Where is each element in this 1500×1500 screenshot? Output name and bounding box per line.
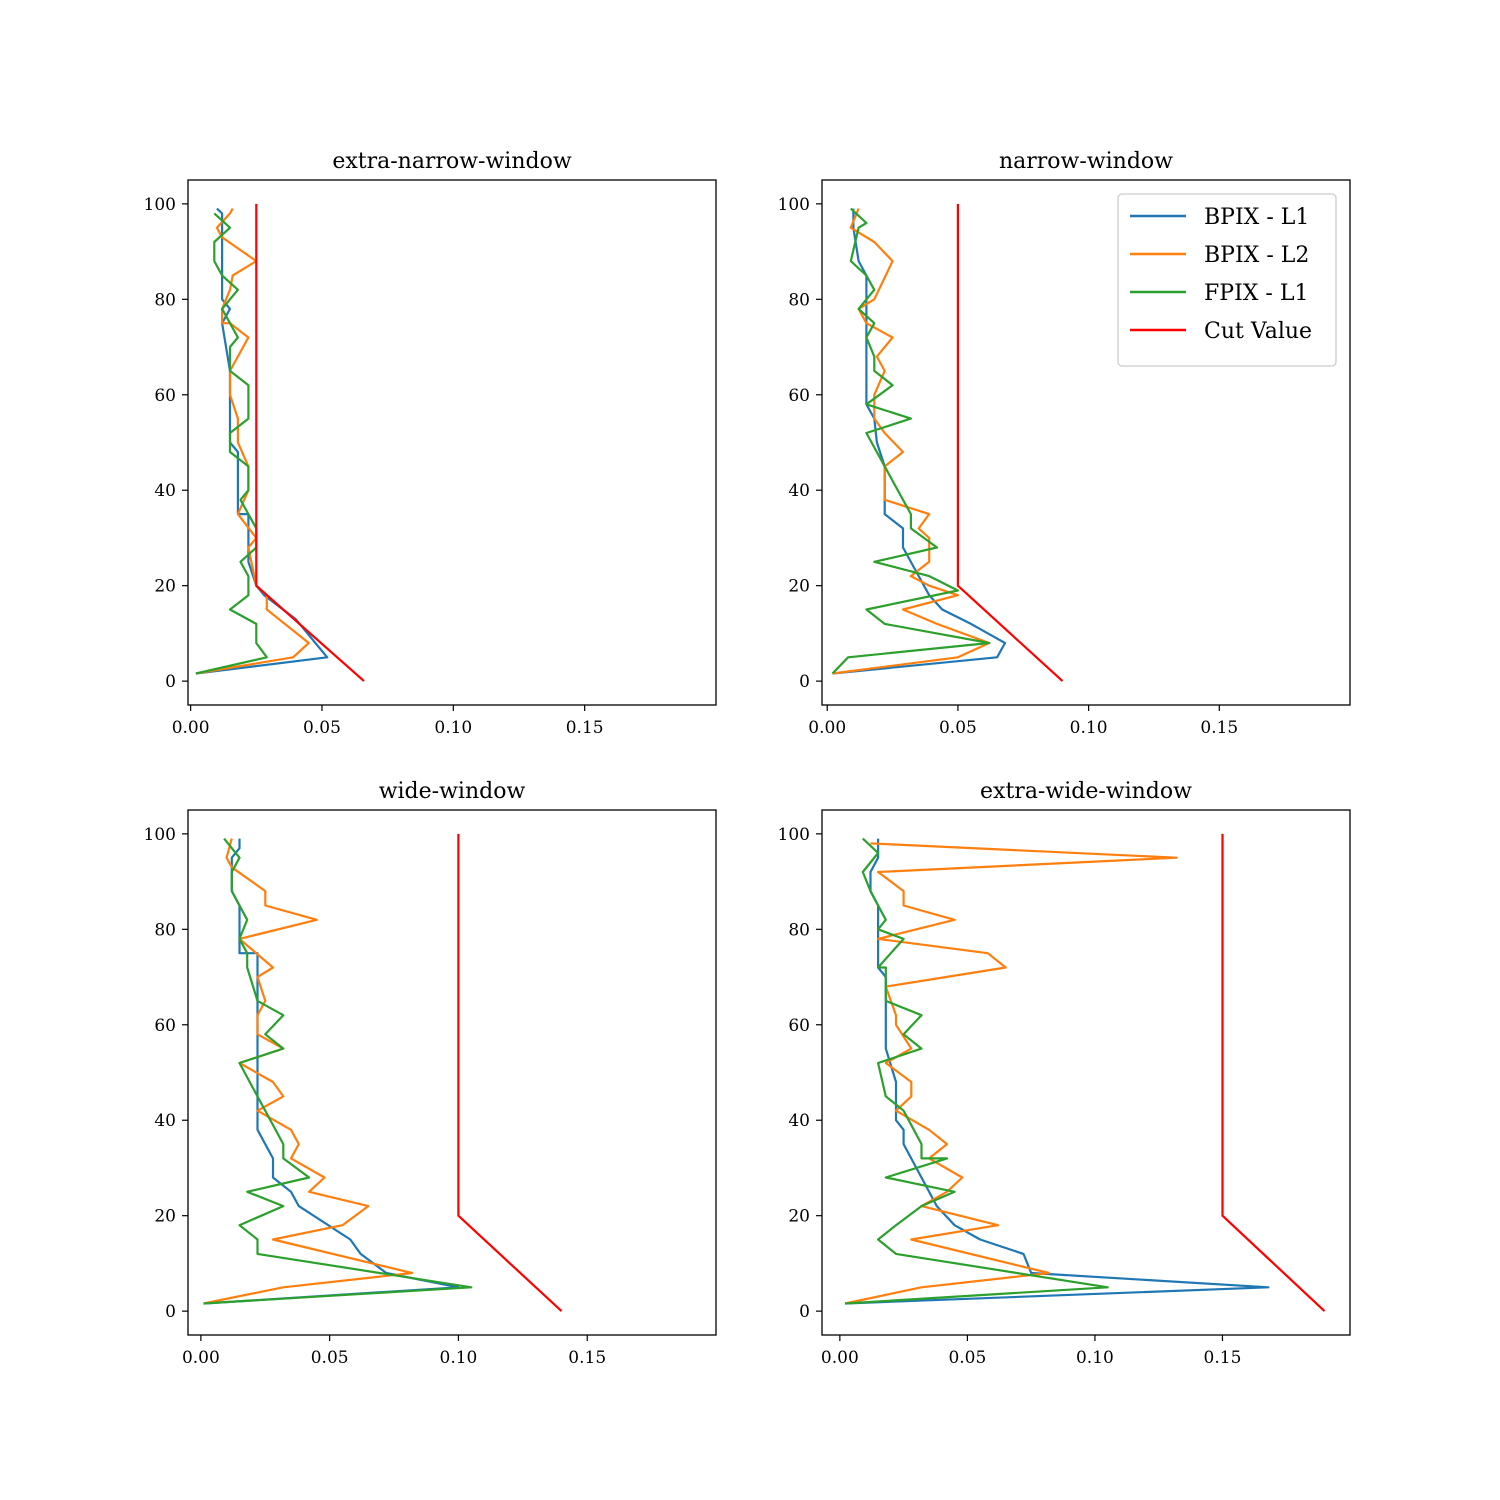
axes-frame [821,179,1351,706]
y-tick-label: 40 [154,1111,176,1131]
y-tick-label: 40 [788,1111,810,1131]
series-line-bpix-l2 [832,208,991,675]
x-tick-label: 0.05 [311,1348,349,1368]
x-tick-label: 0.15 [566,718,604,738]
y-tick-label: 20 [788,577,810,597]
subplot-narrow-window: narrow-window 0.00 0.05 0.10 0.15 0 20 40 60 80 10… [778,149,1351,738]
y-tick-label: 60 [154,386,176,406]
x-tick-label: 0.10 [434,718,472,738]
y-tick-label: 80 [154,290,176,310]
legend-label-bpix-l2: BPIX - L2 [1204,243,1309,268]
series-line-fpix-l1 [195,212,268,675]
x-tick-label: 0.00 [808,718,846,738]
axes-frame [187,179,717,706]
series-line-cut-value [457,833,563,1312]
y-tick-label: 0 [165,672,176,692]
y-tick-label: 20 [788,1207,810,1227]
series-line-bpix-l1 [195,207,329,675]
y-tick-label: 60 [788,386,810,406]
subplot-title: extra-wide-window [980,779,1192,804]
axes-frame [821,809,1351,1336]
y-tick-label: 80 [788,920,810,940]
legend-label-cut-value: Cut Value [1204,319,1312,344]
series-line-cut-value [255,203,365,682]
series-line-bpix-l1 [844,838,1270,1305]
x-tick-label: 0.00 [821,1348,859,1368]
y-tick-label: 40 [788,481,810,501]
series-line-fpix-l1 [831,207,991,675]
y-tick-label: 80 [788,290,810,310]
series-line-fpix-l1 [203,837,473,1305]
subplot-title: wide-window [379,779,526,804]
legend-label-fpix-l1: FPIX - L1 [1204,281,1308,306]
series-line-bpix-l2 [195,208,310,675]
subplot-wide-window: wide-window 0.00 0.05 0.10 0.15 0 20 40 60 80 100 [144,779,717,1368]
x-tick-label: 0.00 [182,1348,220,1368]
subplot-title: extra-narrow-window [332,149,572,174]
y-tick-label: 60 [788,1016,810,1036]
y-tick-label: 20 [154,577,176,597]
x-tick-label: 0.15 [568,1348,606,1368]
y-tick-label: 60 [154,1016,176,1036]
x-tick-label: 0.10 [440,1348,478,1368]
y-tick-label: 100 [144,195,176,215]
series-line-bpix-l2 [203,838,414,1305]
subplot-title: narrow-window [999,149,1173,174]
y-tick-label: 20 [154,1207,176,1227]
y-tick-label: 100 [778,825,810,845]
x-tick-label: 0.05 [939,718,977,738]
x-tick-label: 0.10 [1076,1348,1114,1368]
x-tick-label: 0.15 [1200,718,1238,738]
y-tick-label: 40 [154,481,176,501]
legend-label-bpix-l1: BPIX - L1 [1204,205,1309,230]
axes-frame [187,809,717,1336]
x-tick-label: 0.00 [172,718,210,738]
x-tick-label: 0.15 [1204,1348,1242,1368]
subplot-extra-narrow-window: extra-narrow-window 0.00 0.05 0.10 0.15 0 20 40… [144,149,717,738]
y-tick-label: 0 [799,1302,810,1322]
series-line-cut-value [956,203,1064,682]
x-tick-label: 0.05 [948,1348,986,1368]
y-tick-label: 80 [154,920,176,940]
series-line-bpix-l2 [844,842,1178,1305]
legend: BPIX - L1 BPIX - L2 FPIX - L1 Cut Value [1117,193,1337,367]
legend-box [1117,193,1337,367]
series-line-fpix-l1 [844,837,1109,1305]
y-tick-label: 100 [144,825,176,845]
y-tick-label: 0 [165,1302,176,1322]
series-line-cut-value [1221,833,1326,1312]
x-tick-label: 0.10 [1070,718,1108,738]
y-tick-label: 0 [799,672,810,692]
x-tick-label: 0.05 [303,718,341,738]
y-tick-label: 100 [778,195,810,215]
subplot-extra-wide-window: extra-wide-window 0.00 0.05 0.10 0.15 0 20 40 60… [778,779,1351,1368]
